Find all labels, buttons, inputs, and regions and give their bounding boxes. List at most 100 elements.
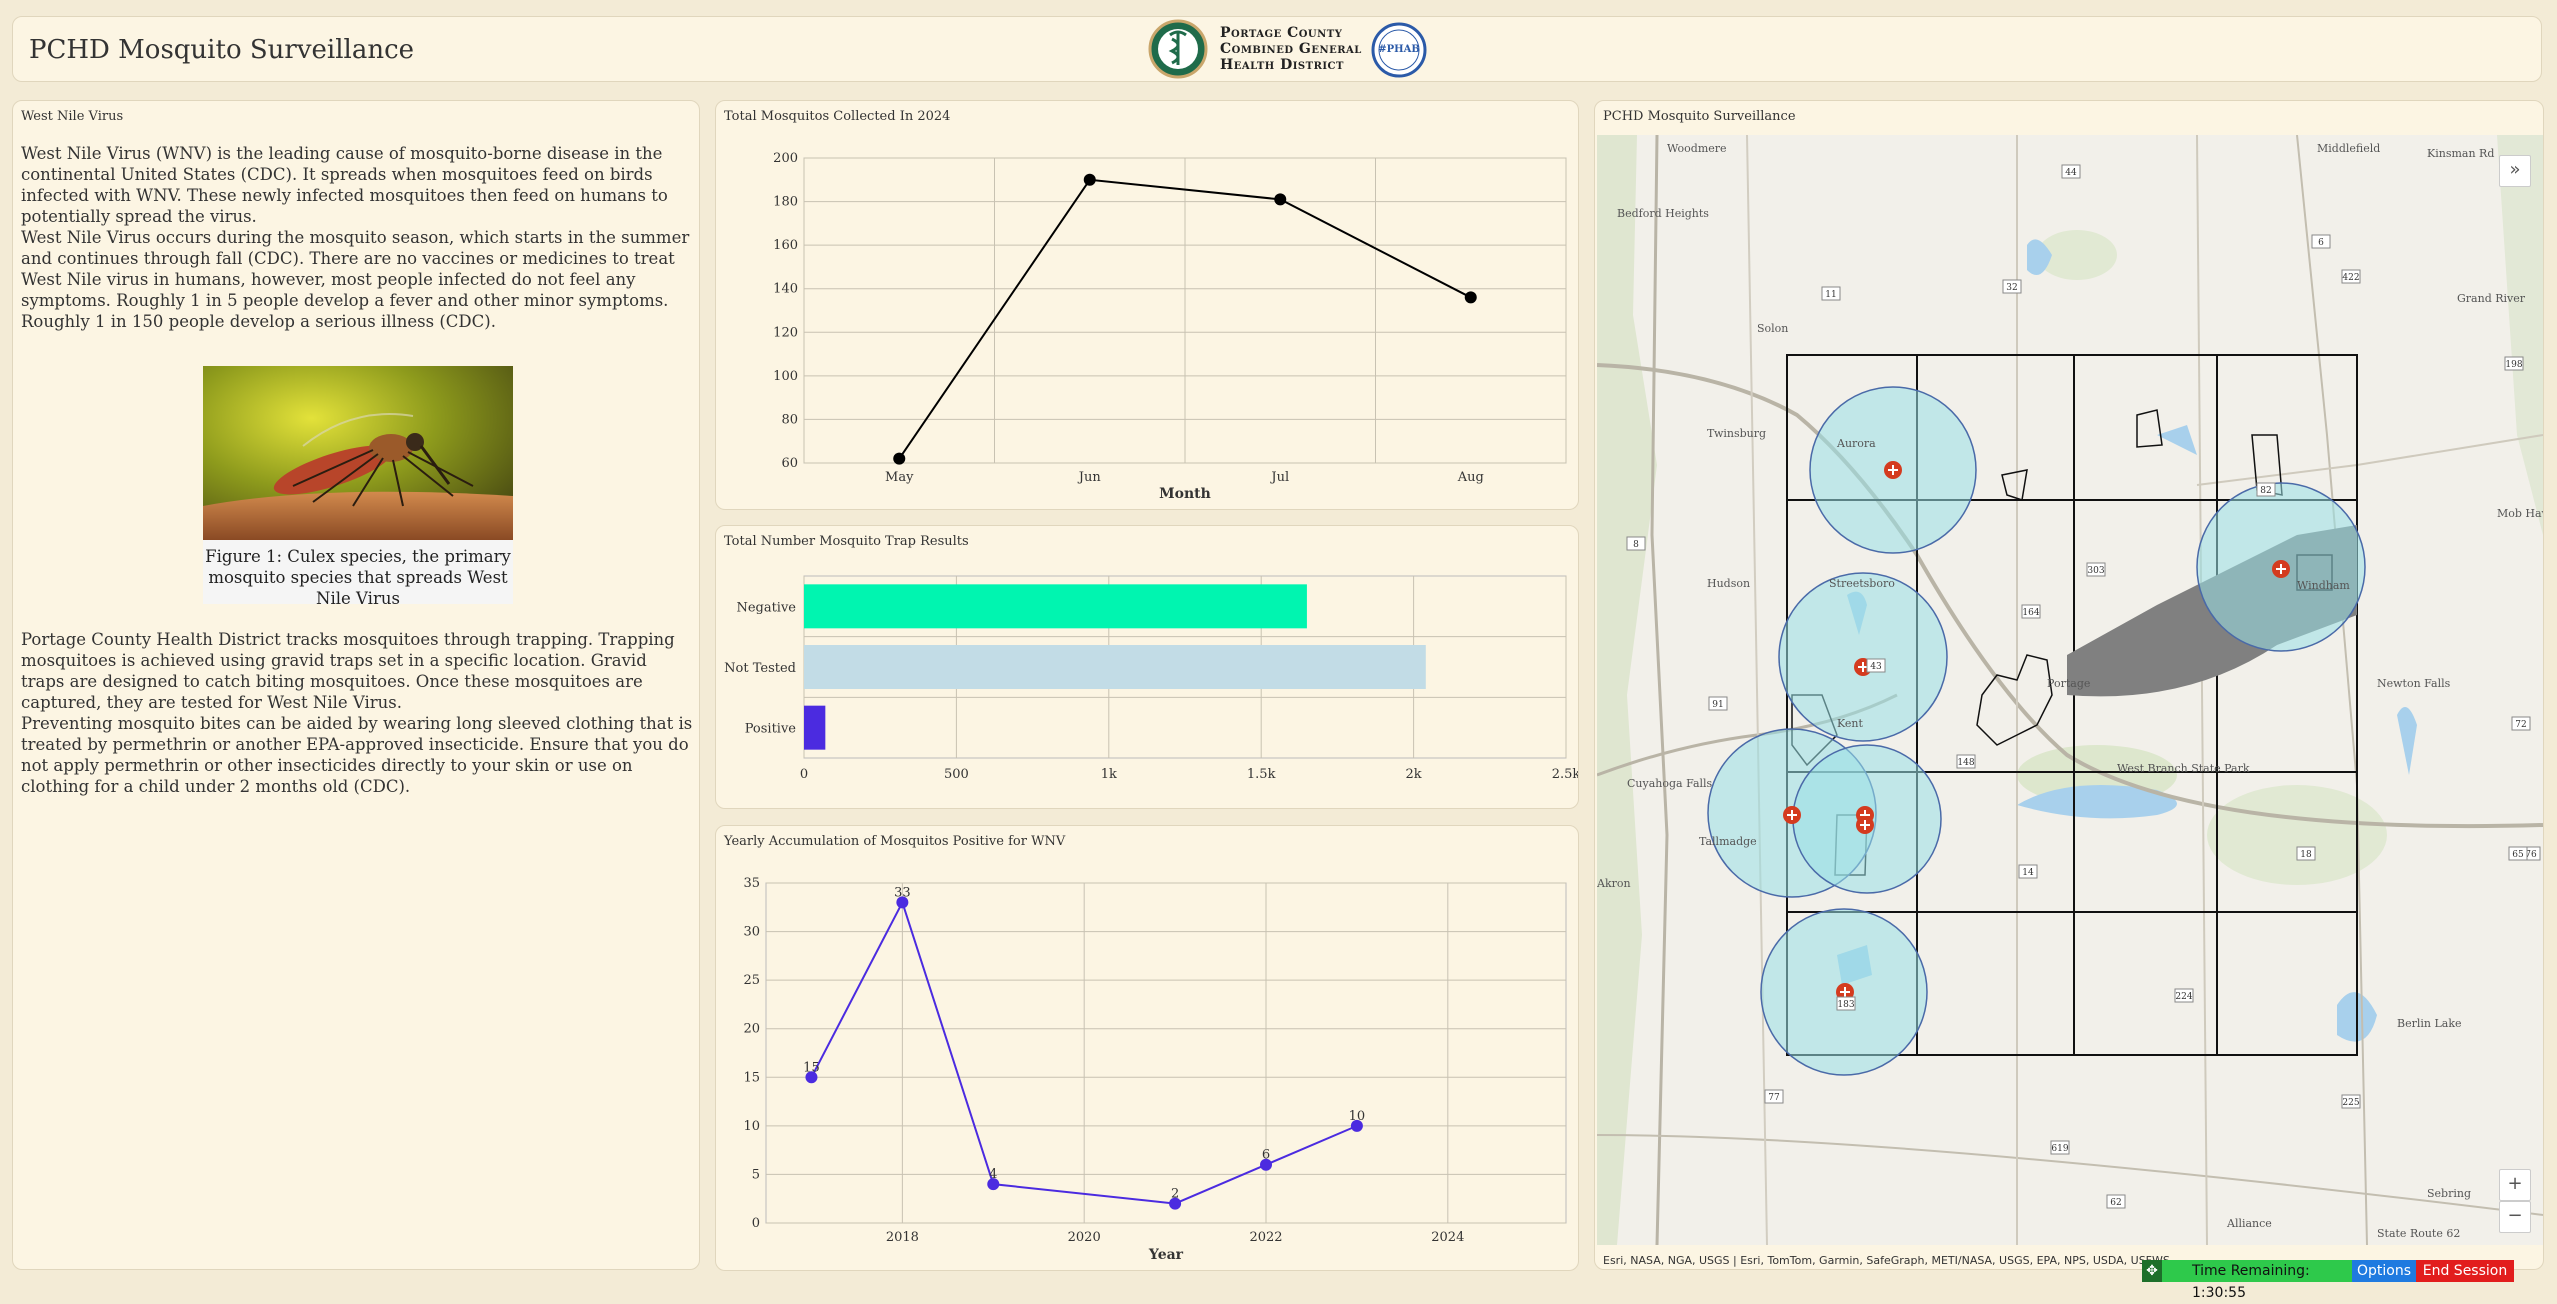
- route-number: 11: [1825, 290, 1836, 300]
- end-session-button[interactable]: End Session: [2416, 1260, 2514, 1282]
- caduceus-icon: [1148, 19, 1208, 79]
- header-bar: PCHD Mosquito Surveillance Portage Count…: [12, 16, 2542, 82]
- route-shield: [1836, 996, 1856, 1011]
- panel-title: West Nile Virus: [21, 109, 124, 124]
- route-number: 8: [1633, 540, 1639, 550]
- x-tick-label: 2022: [1249, 1230, 1282, 1245]
- info-panel: West Nile Virus West Nile Virus (WNV) is…: [12, 100, 700, 1270]
- route-number: 72: [2515, 720, 2526, 730]
- route-number: 422: [2342, 273, 2359, 283]
- map-panel: PCHD Mosquito Surveillance: [1594, 100, 2544, 1270]
- route-number: 43: [1870, 662, 1882, 672]
- y-tick-label: Positive: [745, 722, 797, 737]
- map-place-label: Portage: [2047, 677, 2090, 690]
- x-tick-label: May: [885, 470, 914, 485]
- route-shield: [2508, 846, 2528, 861]
- map-title: PCHD Mosquito Surveillance: [1603, 109, 1796, 124]
- paragraph-trapping: Portage County Health District tracks mo…: [21, 630, 675, 712]
- x-tick-label: 2024: [1431, 1230, 1464, 1245]
- x-axis-label: Year: [1148, 1247, 1184, 1263]
- route-shield: [1866, 658, 1886, 673]
- data-point: [896, 896, 909, 909]
- zoom-in-button[interactable]: +: [2499, 1169, 2531, 1201]
- x-tick-label: 500: [944, 767, 969, 782]
- data-label: 10: [1349, 1109, 1366, 1124]
- route-number: 62: [2110, 1198, 2121, 1208]
- y-tick-label: 30: [743, 925, 760, 940]
- map-place-label: Alliance: [2226, 1217, 2272, 1230]
- route-shield: [2021, 604, 2041, 619]
- data-point: [893, 452, 906, 465]
- route-shield: [1956, 754, 1976, 769]
- surveillance-map[interactable]: Woodmere Middlefield Kinsman Rd Bedford Hei…: [1597, 135, 2543, 1245]
- y-tick-label: 25: [743, 973, 760, 988]
- map-place-label: Berlin Lake: [2397, 1017, 2462, 1030]
- y-tick-label: 60: [781, 456, 798, 471]
- x-tick-label: Jul: [1269, 470, 1289, 485]
- line-chart-yearly-positive: 0 5 10 15 20 25 30 35 2018 2020 2022 2024 Year 15 33 4 2…: [743, 876, 1567, 1263]
- y-tick-label: 180: [773, 195, 798, 210]
- route-shield: [2341, 1094, 2361, 1109]
- map-place-label: Woodmere: [1667, 142, 1727, 155]
- data-label: 4: [989, 1167, 997, 1182]
- map-place-label: Cuyahoga Falls: [1627, 777, 1713, 790]
- map-place-label: Hudson: [1707, 577, 1750, 590]
- y-tick-label: 0: [752, 1216, 760, 1231]
- route-number: 224: [2175, 992, 2192, 1002]
- y-tick-label: 15: [743, 1070, 760, 1085]
- chart-panel-collected: Total Mosquitos Collected In 2024 60 80 10…: [715, 100, 1579, 510]
- org-name-line: Health District: [1220, 57, 1344, 73]
- x-tick-label: 2.5k: [1552, 767, 1578, 782]
- y-tick-label: 10: [743, 1119, 760, 1134]
- map-place-label: Kent: [1837, 717, 1864, 730]
- route-shield: [2002, 279, 2022, 294]
- data-label: 2: [1171, 1187, 1179, 1202]
- route-shield: [2174, 988, 2194, 1003]
- data-point: [1274, 193, 1287, 206]
- x-tick-label: 2018: [886, 1230, 919, 1245]
- chart-title: Total Mosquitos Collected In 2024: [724, 109, 951, 124]
- route-shield: [2511, 716, 2531, 731]
- drag-handle-icon[interactable]: ✥: [2142, 1260, 2162, 1282]
- x-tick-label: 1.5k: [1247, 767, 1276, 782]
- data-point: [987, 1178, 1000, 1191]
- route-number: 91: [1712, 700, 1723, 710]
- map-place-label: Solon: [1757, 322, 1788, 335]
- chart-panel-yearly-positive: Yearly Accumulation of Mosquitos Positiv…: [715, 825, 1579, 1271]
- map-place-label: Tallmadge: [1699, 835, 1757, 848]
- series-line: [810, 899, 1358, 1205]
- route-shield: [1821, 286, 1841, 301]
- data-point: [1350, 1119, 1363, 1132]
- route-shield: [2061, 164, 2081, 179]
- paragraph-wnv-season: West Nile Virus occurs during the mosqui…: [21, 228, 690, 331]
- time-remaining: Time Remaining: 1:30:55: [2162, 1260, 2352, 1301]
- bar-chart-trap-results: 0 500 1k 1.5k 2k 2.5k Negative Not Tested Positi…: [724, 575, 1578, 782]
- series-line: [898, 178, 1472, 460]
- x-tick-label: 0: [800, 767, 808, 782]
- chart-title: Total Number Mosquito Trap Results: [724, 534, 969, 549]
- chart-title: Yearly Accumulation of Mosquitos Positiv…: [724, 834, 1066, 849]
- page-title: PCHD Mosquito Surveillance: [29, 35, 415, 65]
- options-button[interactable]: Options: [2352, 1260, 2416, 1282]
- route-number: 44: [2065, 168, 2077, 178]
- route-number: 225: [2342, 1098, 2359, 1108]
- figure-caption: Figure 1: Culex species, the primary mos…: [205, 547, 511, 608]
- x-tick-label: 1k: [1101, 767, 1117, 782]
- route-number: 303: [2087, 566, 2104, 576]
- data-label: 33: [894, 885, 911, 900]
- data-label: 15: [803, 1060, 820, 1075]
- y-tick-label: 120: [773, 325, 798, 340]
- zoom-out-button[interactable]: −: [2499, 1201, 2531, 1233]
- y-tick-label: 140: [773, 282, 798, 297]
- expand-map-button[interactable]: »: [2499, 155, 2531, 187]
- map-place-label: Newton Falls: [2377, 677, 2451, 690]
- health-district-logo: Portage County Combined General Health D…: [1148, 19, 1448, 79]
- route-shield: [1764, 1089, 1784, 1104]
- route-number: 183: [1837, 1000, 1854, 1010]
- y-tick-label: 200: [773, 151, 798, 166]
- route-number: 77: [1768, 1093, 1780, 1103]
- y-tick-label: Negative: [736, 600, 796, 615]
- map-place-label: Grand River: [2457, 292, 2526, 305]
- route-shield: [1626, 536, 1646, 551]
- map-place-label: Windham: [2297, 579, 2350, 592]
